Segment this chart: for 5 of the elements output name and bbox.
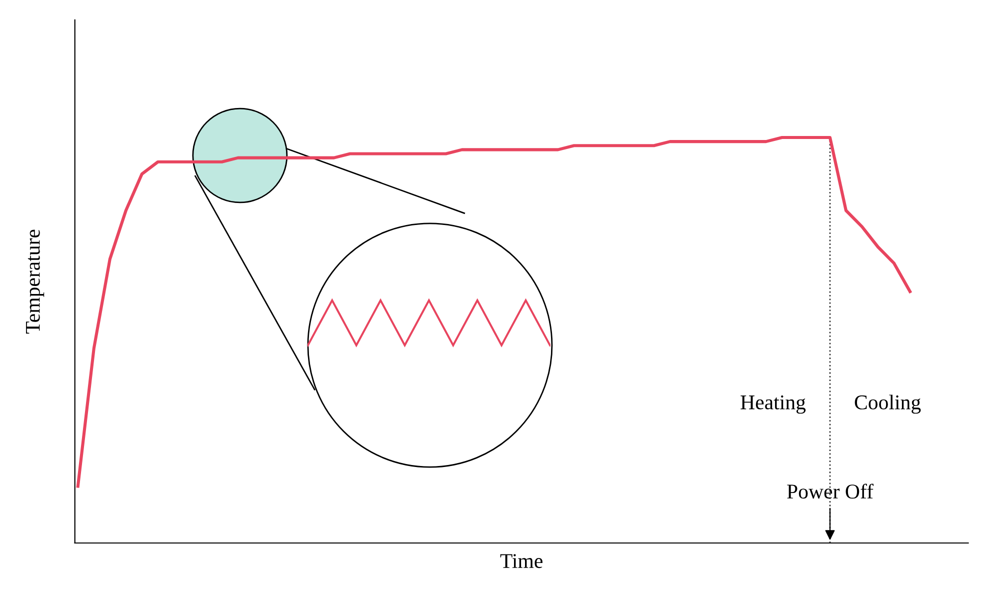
annotation: Heating xyxy=(740,395,806,414)
y-axis-title: Temperature xyxy=(26,230,44,334)
x-axis-title: Time xyxy=(500,554,542,568)
annotation: Cooling xyxy=(854,394,921,414)
annotation: Power Off xyxy=(787,484,874,499)
